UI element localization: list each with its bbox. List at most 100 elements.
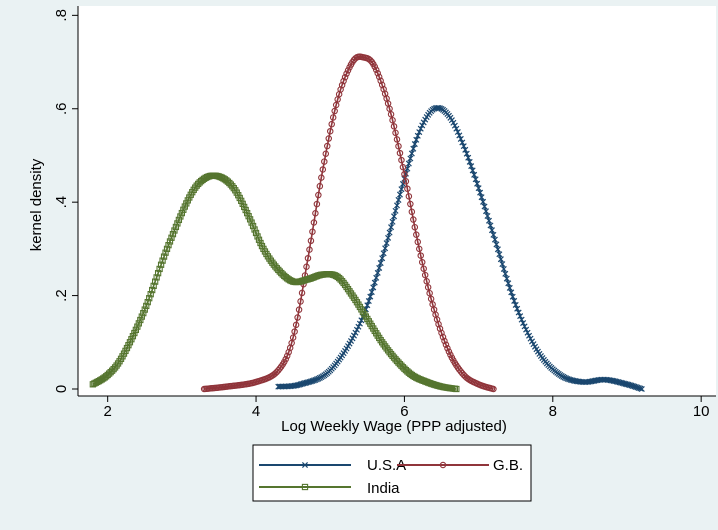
legend-marker	[301, 483, 309, 491]
data-point	[172, 223, 180, 231]
data-point	[514, 305, 521, 312]
series-layer	[89, 53, 645, 393]
x-axis-title: Log Weekly Wage (PPP adjusted)	[281, 418, 507, 435]
data-point	[512, 301, 519, 308]
data-point	[472, 176, 479, 183]
data-point	[418, 258, 426, 266]
data-point	[373, 274, 380, 281]
data-point	[477, 189, 484, 196]
data-point	[140, 309, 147, 317]
data-point	[379, 255, 386, 262]
data-point	[163, 245, 171, 253]
data-point	[177, 213, 184, 220]
data-point	[424, 284, 432, 291]
data-point	[480, 198, 487, 205]
data-point	[297, 298, 304, 305]
data-point	[411, 223, 419, 231]
data-point	[488, 227, 495, 234]
data-point	[310, 219, 318, 226]
data-point	[306, 246, 313, 253]
y-tick-label: .4	[53, 196, 70, 209]
data-point	[441, 337, 448, 345]
data-point	[481, 203, 488, 210]
data-point	[377, 77, 384, 85]
legend-entry-gb: G.B.	[397, 457, 523, 474]
data-point	[374, 269, 381, 276]
data-point	[378, 81, 386, 89]
data-point	[138, 313, 145, 320]
data-point	[321, 158, 328, 165]
data-point	[131, 329, 138, 337]
data-point	[385, 234, 392, 241]
data-point	[376, 264, 383, 271]
data-point	[303, 263, 310, 270]
x-tick-label: 2	[104, 403, 112, 420]
data-point	[482, 208, 490, 215]
data-point	[166, 238, 174, 245]
data-point	[392, 129, 399, 137]
data-point	[399, 163, 407, 171]
data-point	[393, 202, 401, 209]
data-point	[344, 67, 352, 74]
data-point	[292, 321, 300, 329]
data-point	[156, 265, 163, 273]
data-point	[153, 274, 160, 281]
data-point	[382, 245, 389, 252]
data-point	[463, 150, 470, 157]
data-point	[398, 156, 405, 164]
data-point	[251, 226, 258, 233]
data-point	[457, 135, 464, 142]
data-point	[524, 329, 531, 336]
data-point	[410, 145, 417, 152]
data-point	[389, 218, 396, 225]
data-point	[416, 129, 423, 136]
x-tick-label: 10	[693, 403, 710, 420]
data-point	[454, 128, 461, 136]
data-point	[499, 261, 506, 268]
data-point	[318, 174, 325, 181]
data-point	[390, 123, 398, 130]
data-point	[338, 81, 346, 89]
data-point	[494, 246, 501, 253]
data-point	[496, 251, 503, 258]
data-point	[337, 86, 344, 93]
data-point	[386, 229, 393, 236]
data-point	[417, 252, 424, 259]
data-point	[169, 230, 177, 238]
data-point	[450, 119, 457, 126]
y-tick-label: .8	[53, 9, 70, 22]
data-point	[152, 278, 159, 285]
data-point	[500, 265, 507, 273]
data-point	[509, 293, 516, 300]
data-point	[411, 141, 418, 148]
data-point	[408, 208, 416, 216]
data-point	[399, 180, 406, 187]
data-point	[254, 233, 261, 240]
data-point	[638, 385, 645, 393]
data-point	[180, 206, 187, 213]
x-tick-label: 6	[400, 403, 408, 420]
data-point	[178, 209, 186, 217]
data-point	[471, 171, 478, 178]
data-point	[332, 101, 340, 109]
data-point	[395, 196, 402, 203]
data-point	[307, 237, 315, 245]
data-point	[135, 320, 142, 327]
data-point	[493, 241, 500, 248]
legend-marker	[439, 461, 447, 469]
data-point	[315, 191, 322, 199]
data-point	[367, 293, 374, 300]
data-point	[410, 216, 417, 223]
data-point	[456, 132, 463, 139]
data-point	[396, 149, 404, 157]
data-point	[393, 136, 401, 143]
data-point	[414, 238, 422, 246]
x-tick-label: 8	[549, 403, 557, 420]
data-point	[331, 107, 338, 115]
data-point	[340, 77, 347, 85]
data-point	[439, 333, 447, 341]
data-point	[255, 236, 263, 243]
legend-marker-usa	[301, 461, 309, 469]
data-point	[370, 284, 377, 291]
data-point	[413, 136, 420, 143]
